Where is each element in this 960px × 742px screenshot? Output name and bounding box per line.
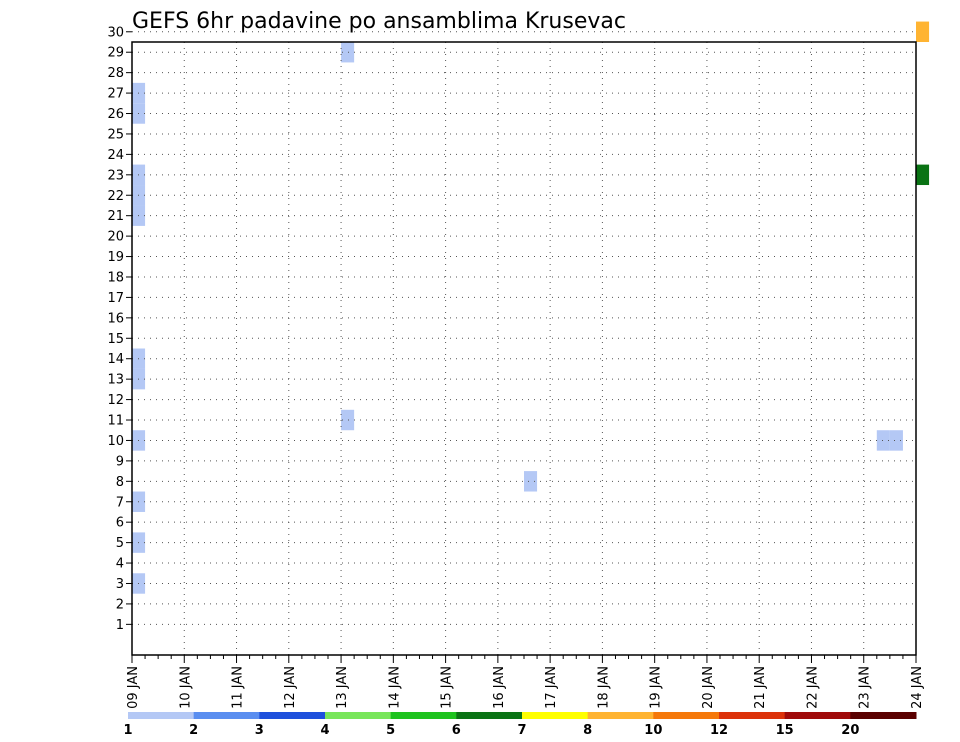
legend-swatch: [456, 712, 523, 719]
precip-cells: [132, 21, 930, 594]
x-axis-ticks: 09 JAN 10 JAN 11 JAN 12 JAN 13 JAN 14 JAN 15 J…: [126, 655, 925, 709]
y-tick-label: 18: [107, 270, 124, 285]
y-tick-label: 8: [116, 475, 124, 490]
y-tick-label: 14: [107, 352, 124, 367]
x-tick-label: 22 JAN: [805, 666, 820, 709]
x-tick-label: 15 JAN: [440, 666, 455, 709]
y-tick-label: 10: [107, 434, 124, 449]
legend-label: 4: [320, 723, 329, 738]
precip-cell: [876, 430, 890, 451]
x-tick-label: 14 JAN: [387, 666, 402, 709]
legend-label: 20: [841, 723, 859, 738]
y-tick-label: 12: [107, 393, 124, 408]
y-tick-label: 22: [107, 189, 124, 204]
legend-label: 2: [189, 723, 198, 738]
x-tick-label: 19 JAN: [649, 666, 664, 709]
x-tick-label: 09 JAN: [126, 666, 141, 709]
legend-label: 3: [255, 723, 264, 738]
legend-label: 10: [644, 723, 662, 738]
x-tick-label: 13 JAN: [335, 666, 350, 709]
precip-cell: [524, 471, 538, 492]
y-tick-label: 19: [107, 250, 124, 265]
legend-swatch: [653, 712, 720, 719]
y-tick-label: 6: [116, 516, 124, 531]
x-tick-label: 12 JAN: [283, 666, 298, 709]
legend-swatch: [390, 712, 457, 719]
y-tick-label: 16: [107, 311, 124, 326]
x-tick-label: 23 JAN: [858, 666, 873, 709]
legend-swatch: [193, 712, 260, 719]
y-tick-label: 25: [107, 127, 124, 142]
legend-label: 15: [776, 723, 794, 738]
precip-cell: [341, 409, 355, 431]
y-tick-label: 7: [116, 495, 124, 510]
grid-lines: [132, 31, 916, 655]
y-tick-label: 20: [107, 230, 124, 245]
y-tick-label: 23: [107, 168, 124, 183]
x-tick-label: 16 JAN: [492, 666, 507, 709]
precip-cell: [916, 164, 930, 186]
y-tick-label: 27: [107, 87, 124, 102]
y-axis-ticks: 1234567891011121314151617181920212223242…: [107, 25, 132, 633]
precip-cell: [341, 42, 355, 63]
y-tick-label: 24: [107, 148, 124, 163]
y-tick-label: 17: [107, 291, 124, 306]
y-tick-label: 4: [116, 557, 124, 572]
legend-label: 6: [452, 723, 461, 738]
legend-label: 7: [517, 723, 526, 738]
chart-title: GEFS 6hr padavine po ansamblima Krusevac: [132, 9, 626, 34]
legend-swatch: [784, 712, 851, 719]
y-tick-label: 1: [116, 618, 124, 633]
y-tick-label: 9: [116, 454, 124, 469]
x-tick-label: 17 JAN: [544, 666, 559, 709]
x-tick-label: 24 JAN: [910, 666, 925, 709]
x-tick-label: 20 JAN: [701, 666, 716, 709]
y-tick-label: 21: [107, 209, 124, 224]
y-tick-label: 5: [116, 536, 124, 551]
precip-cell: [916, 21, 930, 42]
color-legend: 1 2 3 4 5 6 7 8 10 12 15 20: [123, 712, 917, 738]
precip-cell: [889, 430, 903, 451]
y-tick-label: 2: [116, 597, 124, 612]
y-tick-label: 28: [107, 66, 124, 81]
y-tick-label: 13: [107, 373, 124, 388]
legend-swatch: [522, 712, 589, 719]
legend-label: 12: [710, 723, 728, 738]
y-tick-label: 26: [107, 107, 124, 122]
y-tick-label: 30: [107, 25, 124, 40]
legend-swatch: [259, 712, 326, 719]
legend-swatch: [719, 712, 786, 719]
y-tick-label: 15: [107, 332, 124, 347]
x-tick-label: 10 JAN: [178, 666, 193, 709]
x-tick-label: 18 JAN: [596, 666, 611, 709]
legend-swatch: [128, 712, 195, 719]
legend-label: 1: [123, 723, 132, 738]
x-tick-label: 11 JAN: [231, 666, 246, 709]
x-tick-label: 21 JAN: [753, 666, 768, 709]
legend-label: 8: [583, 723, 592, 738]
y-tick-label: 3: [116, 577, 124, 592]
legend-swatch: [850, 712, 917, 719]
legend-label: 5: [386, 723, 395, 738]
y-tick-label: 29: [107, 46, 124, 61]
y-tick-label: 11: [107, 414, 124, 429]
legend-swatch: [325, 712, 392, 719]
legend-swatch: [587, 712, 654, 719]
